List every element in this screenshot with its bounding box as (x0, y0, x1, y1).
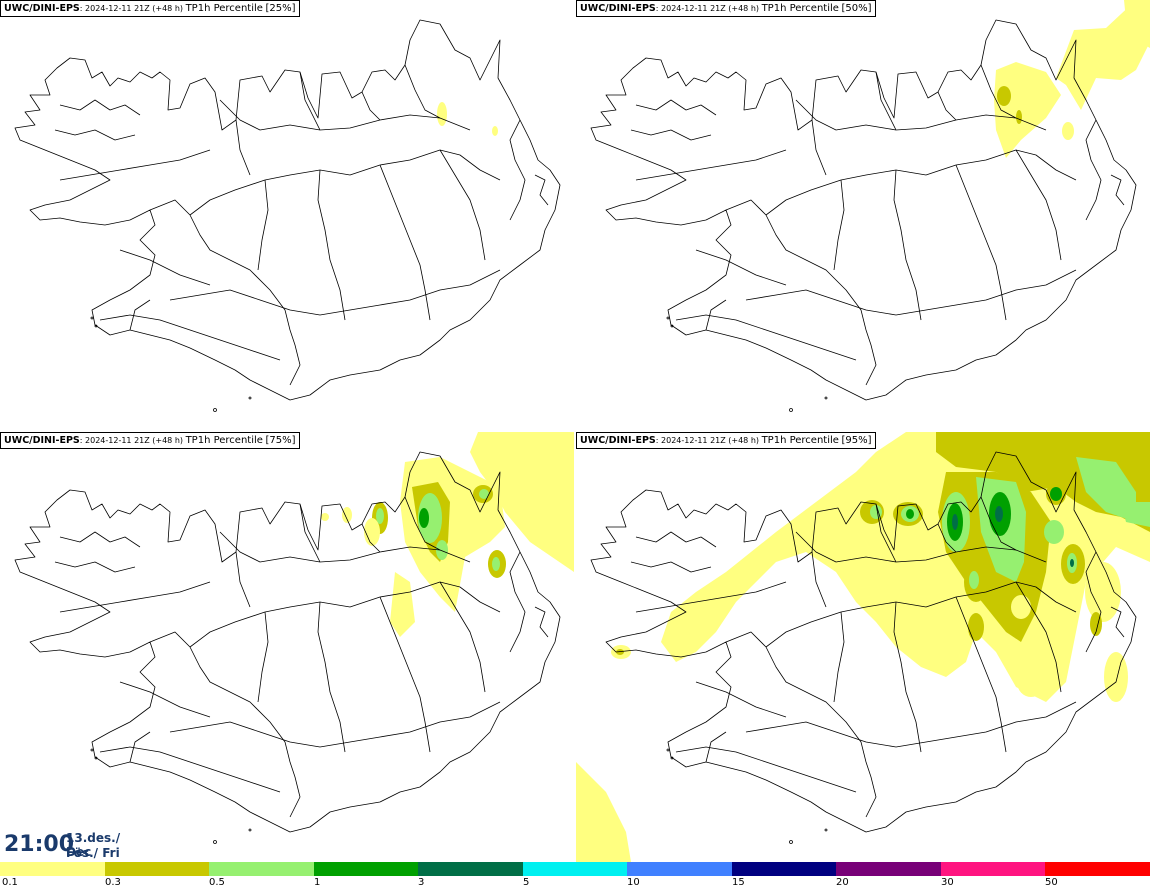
legend-swatch (418, 862, 523, 876)
valid-time-box: 21:00 13.des./ Dec Fös./ Fri (0, 830, 140, 862)
legend-tick-label: 30 (941, 877, 954, 888)
map-canvas (14, 432, 574, 844)
legend-swatch (836, 862, 941, 876)
legend-swatch (209, 862, 314, 876)
valid-day: Fös./ Fri (66, 846, 120, 860)
precip-overlay (321, 432, 574, 637)
legend-swatch (732, 862, 837, 876)
legend-swatch (941, 862, 1046, 876)
legend-swatch (314, 862, 419, 876)
legend-tick-label: 3 (418, 877, 425, 888)
legend-swatch (627, 862, 732, 876)
legend-tick-label: 1 (314, 877, 321, 888)
legend-tick-label: 0.5 (209, 877, 225, 888)
panel-title: UWC/DINI-EPS: 2024-12-11 21Z (+48 h) TP1… (576, 0, 876, 17)
map-canvas (14, 19, 561, 412)
legend-tick-label: 10 (627, 877, 640, 888)
panel-title: UWC/DINI-EPS: 2024-12-11 21Z (+48 h) TP1… (0, 0, 300, 17)
map-panel-p75: UWC/DINI-EPS: 2024-12-11 21Z (+48 h) TP1… (0, 432, 574, 862)
precip-overlay (437, 102, 498, 136)
legend-swatch (105, 862, 210, 876)
legend-tick-label: 15 (732, 877, 745, 888)
legend-swatch (0, 862, 105, 876)
legend-tick-label: 5 (523, 877, 530, 888)
map-panel-p25: UWC/DINI-EPS: 2024-12-11 21Z (+48 h) TP1… (0, 0, 574, 430)
precip-overlay (994, 0, 1150, 158)
map-canvas (576, 432, 1150, 862)
precip-overlay (576, 432, 1150, 862)
map-panel-p50: UWC/DINI-EPS: 2024-12-11 21Z (+48 h) TP1… (576, 0, 1150, 430)
legend-ticks: 0.1 0.3 0.5 1 3 5 10 15 20 30 50 (0, 876, 1150, 891)
legend-tick-label: 50 (1045, 877, 1058, 888)
panel-title: UWC/DINI-EPS: 2024-12-11 21Z (+48 h) TP1… (0, 432, 300, 449)
legend-tick-label: 0.1 (2, 877, 18, 888)
legend-tick-label: 0.3 (105, 877, 121, 888)
valid-date: 13.des./ Dec (66, 831, 121, 859)
legend-swatch (1045, 862, 1150, 876)
map-panel-p95: UWC/DINI-EPS: 2024-12-11 21Z (+48 h) TP1… (576, 432, 1150, 862)
valid-time: 21:00 (4, 832, 75, 857)
panel-title: UWC/DINI-EPS: 2024-12-11 21Z (+48 h) TP1… (576, 432, 876, 449)
legend-tick-label: 20 (836, 877, 849, 888)
color-legend (0, 862, 1150, 876)
map-canvas (590, 0, 1150, 412)
legend-swatch (523, 862, 628, 876)
